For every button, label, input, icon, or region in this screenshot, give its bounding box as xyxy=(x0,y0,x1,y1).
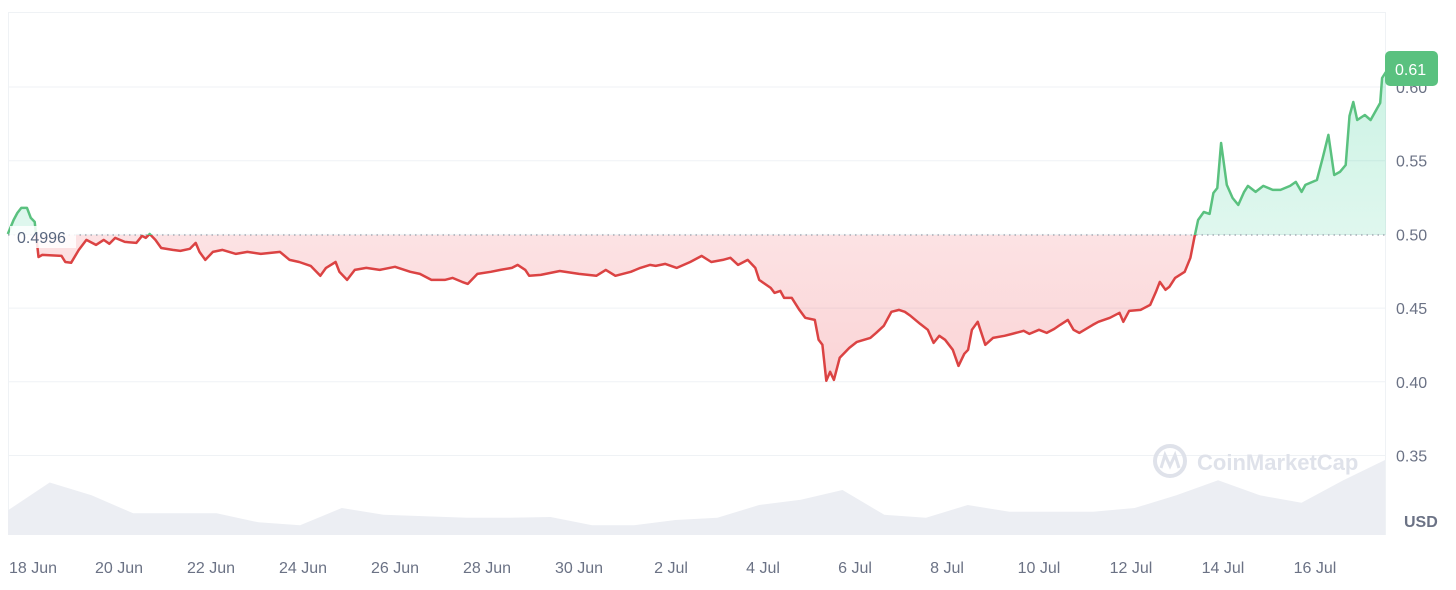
x-tick-label: 22 Jun xyxy=(187,560,235,577)
x-tick-label: 4 Jul xyxy=(746,560,780,577)
y-tick-label: 0.45 xyxy=(1396,301,1427,318)
volume-area-shape xyxy=(8,460,1385,535)
x-tick-label: 8 Jul xyxy=(930,560,964,577)
coinmarketcap-logo-icon xyxy=(1153,444,1187,478)
coinmarketcap-logo-mark xyxy=(1159,450,1181,470)
price-line-down xyxy=(34,234,1197,383)
reference-label-bg xyxy=(10,226,76,248)
y-tick-label: 0.35 xyxy=(1396,449,1427,466)
plot-frame-top xyxy=(8,12,1385,13)
x-tick-label: 6 Jul xyxy=(838,560,872,577)
current-price-text: 0.61 xyxy=(1395,62,1426,79)
volume-area xyxy=(8,460,1385,535)
x-tick-label: 12 Jul xyxy=(1110,560,1153,577)
y-tick-label: 0.50 xyxy=(1396,227,1427,244)
current-price-tag: 0.61 xyxy=(1385,51,1438,86)
x-tick-label: 10 Jul xyxy=(1018,560,1061,577)
price-line-up xyxy=(6,71,1387,235)
x-tick-label: 30 Jun xyxy=(555,560,603,577)
x-tick-label: 28 Jun xyxy=(463,560,511,577)
area-above-reference xyxy=(7,72,1386,235)
x-tick-label: 16 Jul xyxy=(1294,560,1337,577)
x-tick-label: 24 Jun xyxy=(279,560,327,577)
plot-frame-right xyxy=(1385,12,1386,535)
x-tick-label: 20 Jun xyxy=(95,560,143,577)
x-tick-label: 18 Jun xyxy=(9,560,57,577)
reference-price-label: 0.4996 xyxy=(17,230,66,247)
watermark: CoinMarketCap xyxy=(1153,444,1358,478)
x-tick-label: 14 Jul xyxy=(1202,560,1245,577)
x-tick-label: 2 Jul xyxy=(654,560,688,577)
watermark-text: CoinMarketCap xyxy=(1197,450,1358,475)
y-tick-label: 0.40 xyxy=(1396,375,1427,392)
plot-frame-left xyxy=(8,12,9,535)
y-tick-label: 0.55 xyxy=(1396,154,1427,171)
x-tick-label: 26 Jun xyxy=(371,560,419,577)
currency-label: USD xyxy=(1404,514,1438,531)
area-below-reference xyxy=(7,234,1386,381)
